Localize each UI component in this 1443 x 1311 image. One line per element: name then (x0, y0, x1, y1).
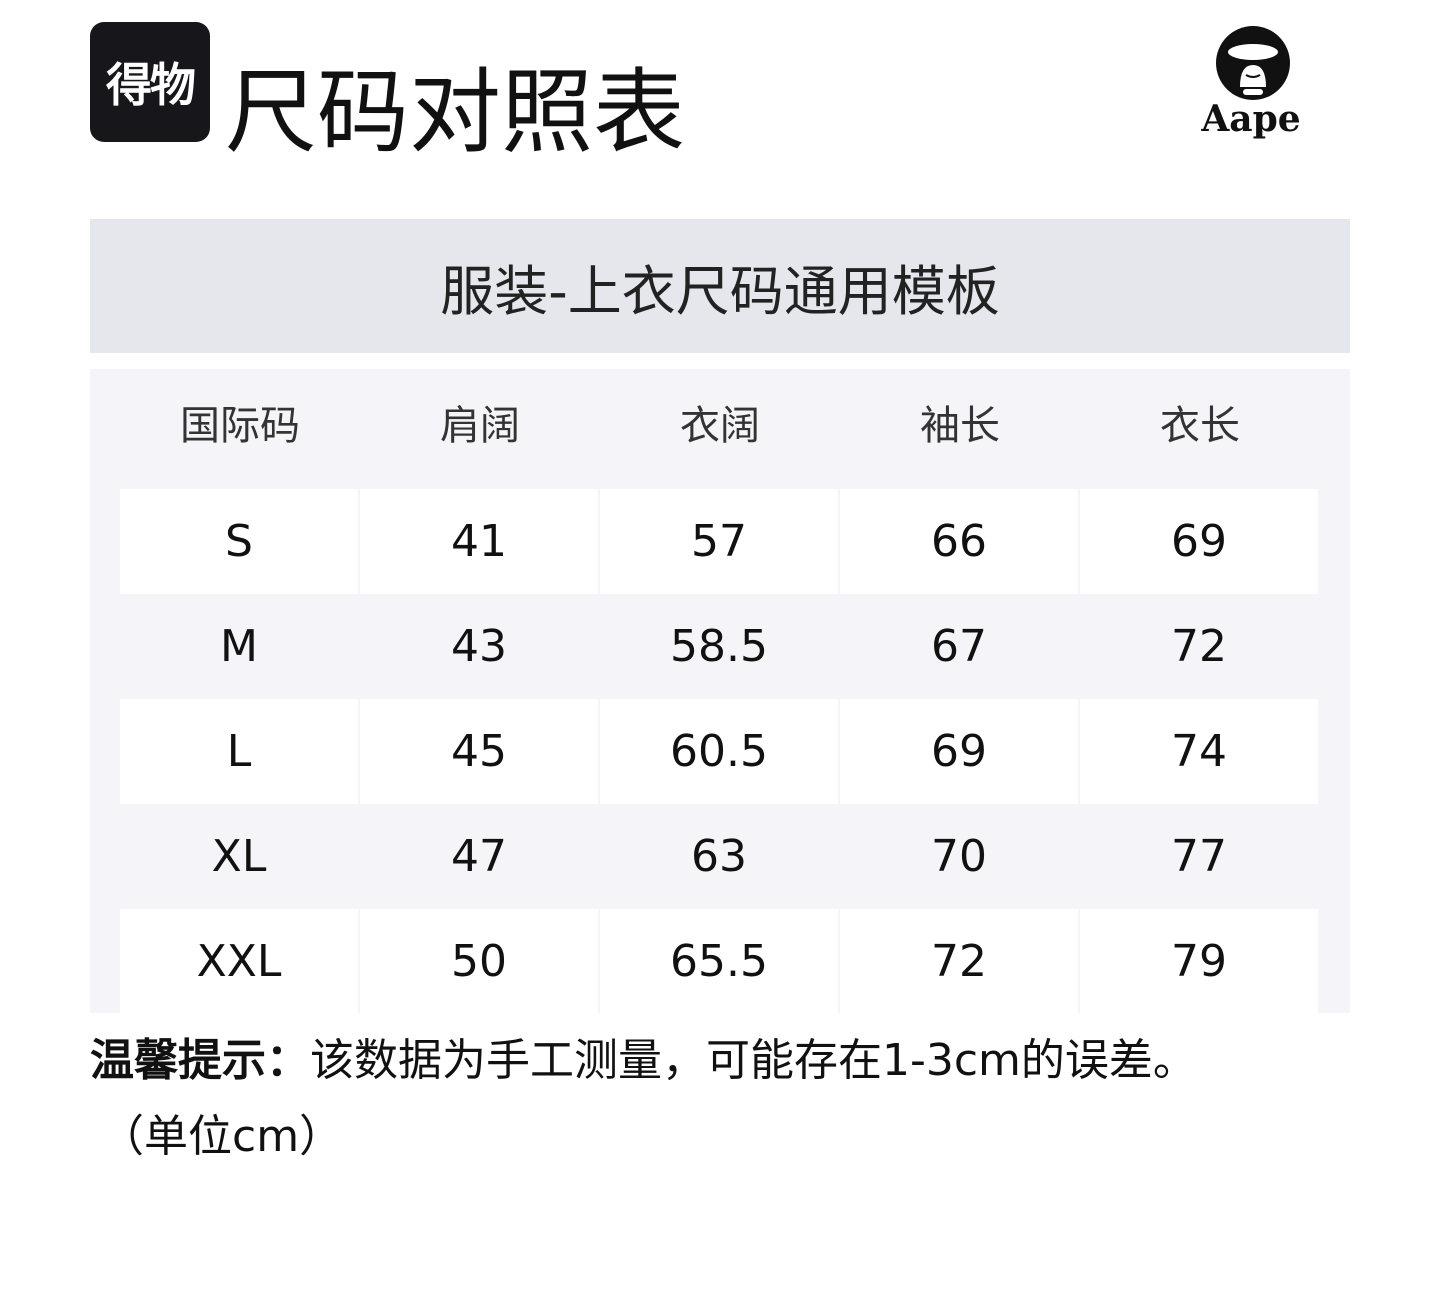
table-cell: 74 (1080, 699, 1318, 804)
header-cell: 袖长 (920, 403, 1000, 449)
table-cell: M (220, 621, 258, 672)
table-cell: 69 (840, 699, 1078, 804)
note: 温馨提示：该数据为手工测量，可能存在1-3cm的误差。 (90, 1030, 1197, 1092)
table-cell: 67 (931, 621, 987, 672)
table-cell: S (120, 489, 358, 594)
header-cell: 衣阔 (680, 403, 760, 449)
header-cell: 衣长 (1160, 403, 1240, 449)
table-cell: 41 (360, 489, 598, 594)
note-text: 该数据为手工测量，可能存在1-3cm的误差。 (310, 1035, 1197, 1086)
table-cell: 47 (451, 831, 507, 882)
table-cell: L (120, 699, 358, 804)
note-label: 温馨提示： (90, 1035, 310, 1086)
table-caption: 服装-上衣尺码通用模板 (90, 219, 1350, 353)
table-row: XL 47 63 70 77 (120, 804, 1318, 909)
table-cell: 66 (840, 489, 1078, 594)
table-cell: 72 (1171, 621, 1227, 672)
header-cell: 国际码 (180, 403, 300, 449)
table-cell: 45 (360, 699, 598, 804)
size-table: 国际码 肩阔 衣阔 袖长 衣长 S 41 57 66 69 M 43 58.5 67 72 L 45 6… (90, 369, 1350, 1014)
table-row: M 43 58.5 67 72 (120, 594, 1318, 699)
table-cell: 70 (931, 831, 987, 882)
table-row: S 41 57 66 69 (120, 489, 1318, 594)
table-cell: XXL (120, 909, 358, 1014)
table-row: XXL 50 65.5 72 79 (120, 909, 1318, 1014)
table-cell: 63 (691, 831, 747, 882)
table-cell: 43 (451, 621, 507, 672)
table-cell: 65.5 (600, 909, 838, 1014)
dewu-logo: 得物 (90, 22, 210, 142)
table-cell: 72 (840, 909, 1078, 1014)
page-title: 尺码对照表 (225, 59, 686, 166)
table-cell: 69 (1080, 489, 1318, 594)
table-cell: 60.5 (600, 699, 838, 804)
table-row: L 45 60.5 69 74 (120, 699, 1318, 804)
table-cell: 57 (600, 489, 838, 594)
table-cell: 79 (1080, 909, 1318, 1014)
table-cell: 77 (1171, 831, 1227, 882)
unit-note: （单位cm） (100, 1111, 344, 1162)
aape-logo: Aape (1200, 26, 1301, 140)
aape-logo-text: Aape (1200, 98, 1300, 140)
header-cell: 肩阔 (440, 403, 520, 449)
table-cell: 50 (360, 909, 598, 1014)
table-cell: XL (211, 831, 267, 882)
table-cell: 58.5 (670, 621, 768, 672)
table-header-row: 国际码 肩阔 衣阔 袖长 衣长 (120, 369, 1320, 489)
